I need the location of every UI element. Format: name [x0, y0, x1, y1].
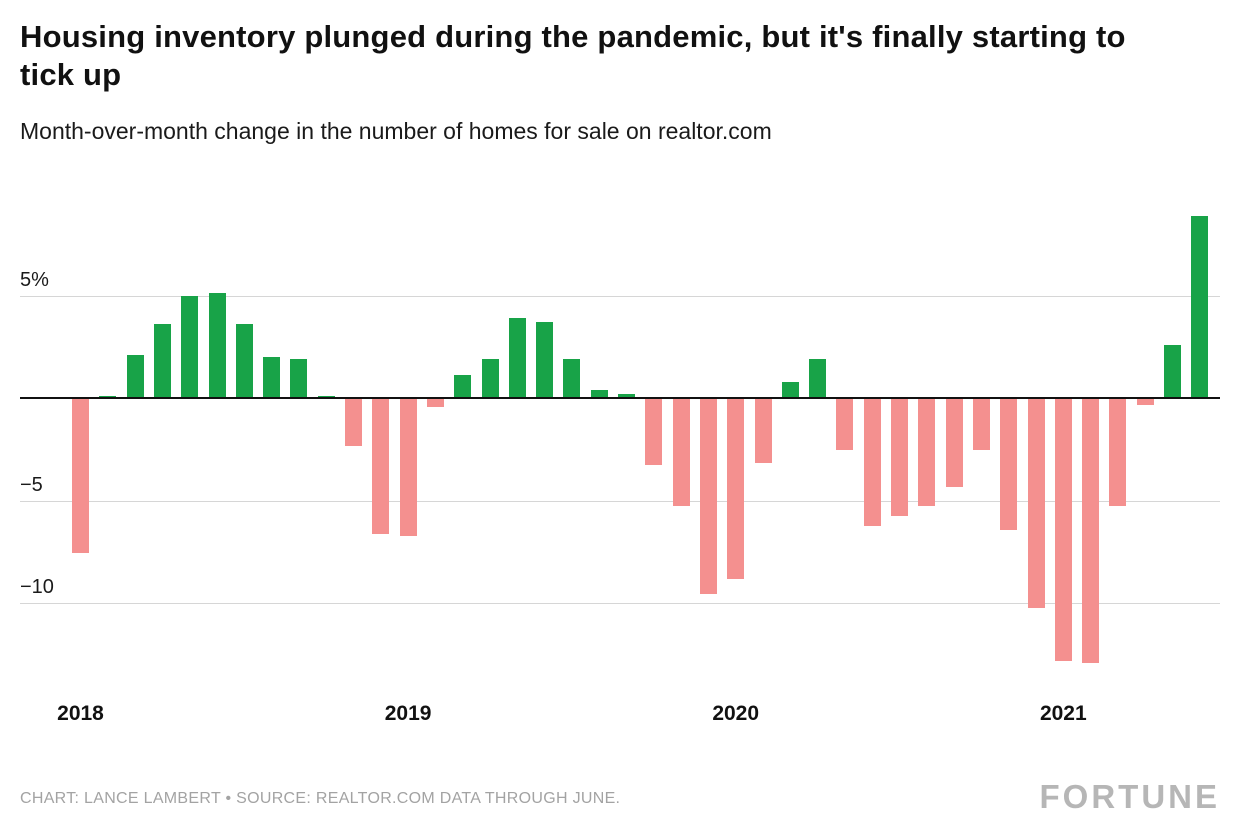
bar-nov-2019 — [672, 399, 690, 506]
bar-jun-2020 — [863, 399, 881, 527]
bar-nov-2020 — [1000, 399, 1018, 531]
bar-mar-2019 — [454, 375, 472, 398]
bar-chart: 5% −5 −10 2018 2019 2020 2021 — [20, 190, 1220, 750]
bar-aug-2019 — [590, 389, 608, 398]
bar-feb-2018 — [99, 395, 117, 398]
bar-sep-2019 — [618, 393, 635, 398]
chart-subtitle: Month-over-month change in the number of… — [20, 118, 772, 144]
bar-aug-2020 — [918, 399, 936, 506]
bar-mar-2020 — [781, 381, 799, 398]
y-axis-tick-label: −10 — [20, 576, 54, 598]
bar-sep-2018 — [290, 359, 308, 398]
bar-dec-2019 — [699, 399, 717, 594]
y-axis-tick-label: 5% — [20, 268, 49, 291]
gridline — [20, 295, 1220, 297]
bar-apr-2020 — [809, 359, 827, 398]
bar-jun-2021 — [1191, 215, 1209, 398]
bar-oct-2020 — [972, 399, 990, 451]
zero-axis-line — [20, 397, 1220, 399]
bar-nov-2018 — [345, 399, 362, 447]
bar-jul-2018 — [235, 324, 253, 398]
bar-apr-2021 — [1136, 399, 1154, 406]
x-axis-tick-label-2020: 2020 — [712, 702, 760, 725]
fortune-logo: FORTUNE — [1039, 778, 1220, 815]
bar-oct-2019 — [645, 399, 663, 465]
bar-jan-2020 — [727, 399, 745, 580]
bar-jul-2020 — [891, 399, 908, 516]
x-axis-tick-label-2021: 2021 — [1039, 702, 1087, 725]
bar-jul-2019 — [563, 359, 581, 398]
bar-jan-2021 — [1054, 399, 1072, 662]
bar-dec-2018 — [372, 399, 390, 535]
bar-may-2020 — [836, 399, 854, 451]
bar-may-2019 — [508, 318, 526, 398]
bar-mar-2021 — [1109, 399, 1127, 506]
bar-may-2021 — [1164, 344, 1181, 398]
bar-apr-2018 — [153, 324, 171, 398]
gridline — [20, 500, 1220, 502]
x-axis-tick-label-2018: 2018 — [57, 702, 104, 725]
gridline — [20, 603, 1220, 604]
bar-dec-2020 — [1027, 399, 1045, 609]
bar-aug-2018 — [263, 357, 281, 398]
chart-title: Housing inventory plunged during the pan… — [20, 19, 1126, 92]
bar-jan-2019 — [399, 399, 417, 537]
bar-feb-2021 — [1082, 399, 1100, 664]
chart-footer: CHART: LANCE LAMBERT • SOURCE: REALTOR.C… — [20, 778, 1220, 820]
chart-credit: CHART: LANCE LAMBERT • SOURCE: REALTOR.C… — [20, 790, 621, 807]
bar-mar-2018 — [126, 354, 144, 398]
bar-jun-2018 — [208, 293, 226, 398]
bar-sep-2020 — [945, 399, 963, 488]
bar-jan-2018 — [72, 399, 89, 553]
bar-oct-2018 — [317, 395, 335, 398]
bar-jun-2019 — [536, 322, 554, 398]
x-axis-tick-label-2019: 2019 — [384, 702, 432, 725]
bar-feb-2020 — [754, 399, 772, 463]
bar-may-2018 — [181, 295, 199, 398]
bar-feb-2019 — [426, 399, 444, 408]
y-axis-tick-label: −5 — [20, 473, 43, 496]
bar-apr-2019 — [481, 359, 499, 398]
